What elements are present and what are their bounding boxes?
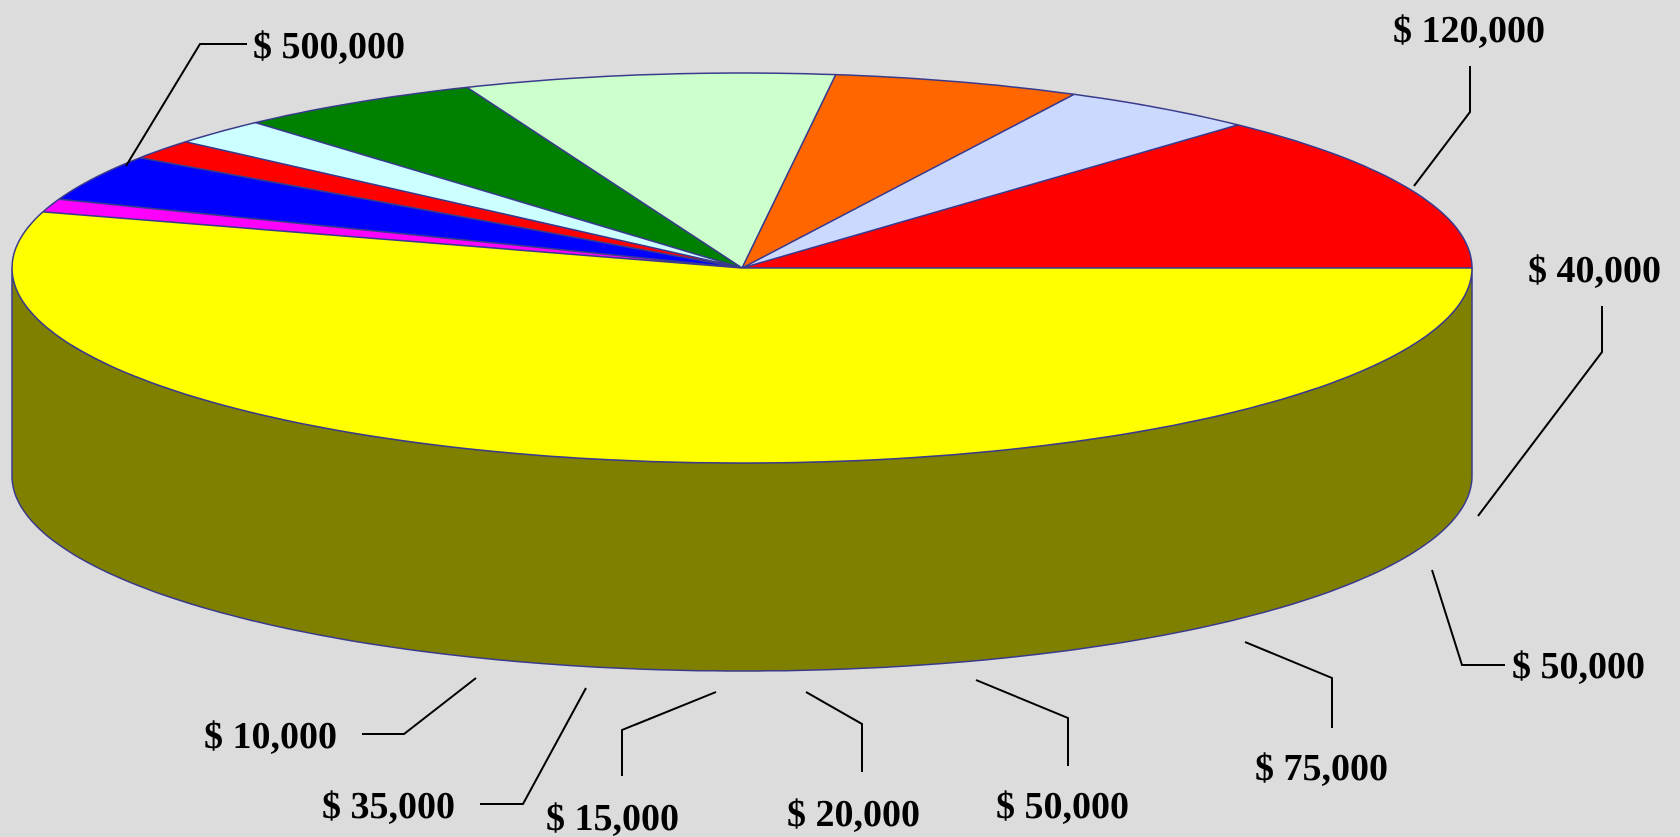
leader-line-1 [1413, 66, 1471, 187]
leader-line-7 [621, 691, 717, 776]
leader-line-2 [1477, 306, 1603, 517]
value-label-2: $ 40,000 [1528, 249, 1661, 291]
label-leaders [125, 43, 1603, 805]
pie-slice-3 [741, 73, 1075, 269]
leader-line-10 [125, 43, 247, 167]
pie-slice-10 [11, 211, 1473, 464]
value-label-10: $ 500,000 [253, 25, 405, 67]
value-labels: $ 120,000 $ 40,000 $ 50,000 $ 75,000 $ 50,00… [204, 9, 1661, 837]
value-label-5: $ 50,000 [996, 785, 1129, 827]
leader-line-8 [480, 687, 587, 805]
value-label-9: $ 10,000 [204, 715, 337, 757]
leader-line-3 [1431, 569, 1505, 666]
value-label-3: $ 50,000 [1512, 645, 1645, 687]
leader-line-5 [975, 679, 1069, 766]
value-label-1: $ 120,000 [1393, 9, 1545, 51]
leader-line-9 [362, 677, 477, 735]
pie-top [11, 72, 1473, 464]
pie-slice-6 [184, 121, 743, 269]
pie-slice-5 [254, 86, 743, 269]
value-label-8: $ 35,000 [322, 785, 455, 827]
pie-slice-7 [139, 141, 743, 269]
pie-slice-1 [741, 124, 1473, 269]
pie-slice-2 [741, 93, 1239, 269]
value-label-4: $ 75,000 [1255, 747, 1388, 789]
leader-line-6 [805, 691, 863, 772]
pie-slice-4 [466, 72, 837, 269]
value-label-7: $ 15,000 [546, 797, 679, 837]
leader-line-4 [1244, 641, 1333, 728]
value-label-6: $ 20,000 [787, 793, 920, 835]
